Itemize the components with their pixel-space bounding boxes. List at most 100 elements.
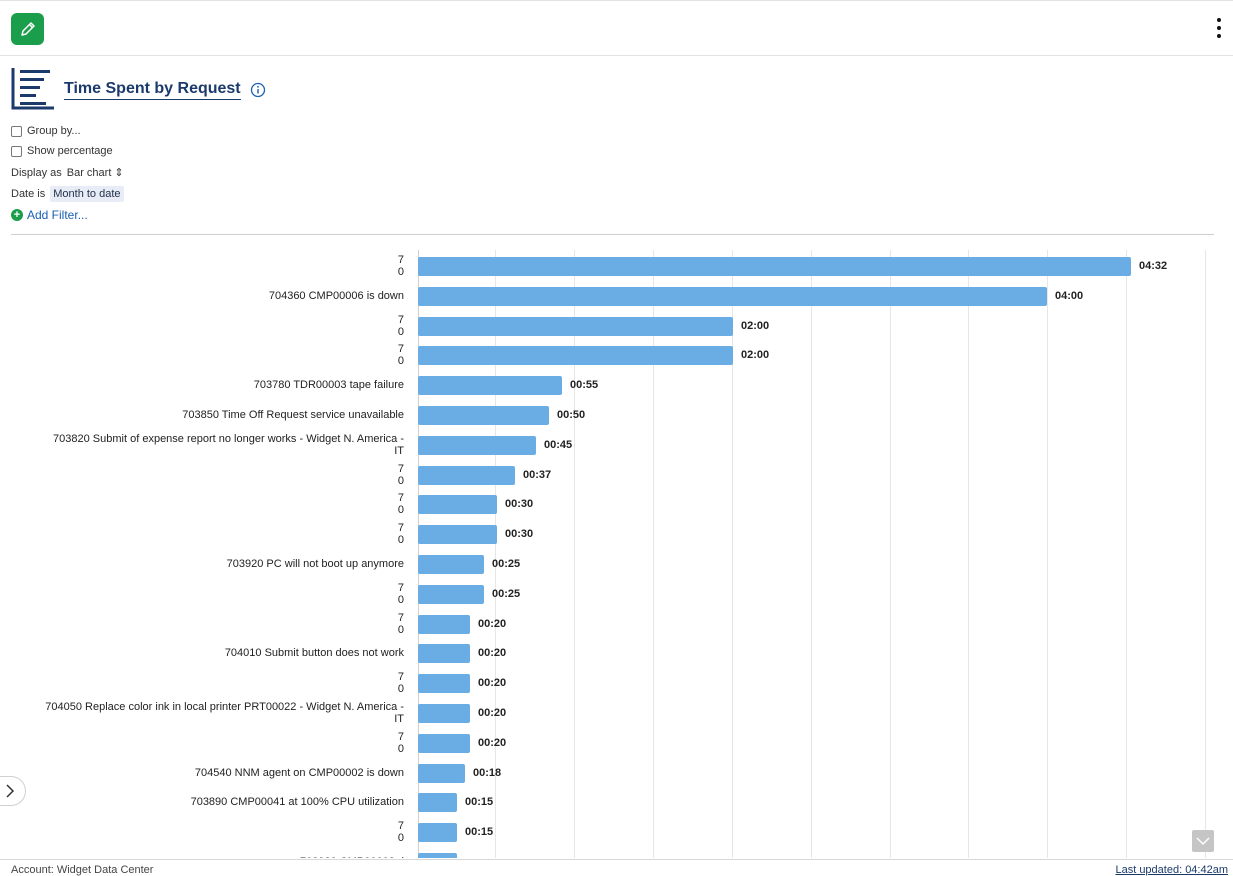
bar[interactable] [418,346,733,366]
bar-value-label: 02:00 [741,319,770,332]
bar-value-label: 00:45 [544,438,573,451]
show-percentage-label: Show percentage [27,145,113,157]
bar[interactable] [418,674,470,694]
group-by-label: Group by... [27,125,81,137]
bar[interactable] [418,257,1131,276]
bar-value-label: 00:25 [492,558,521,570]
bar-value-label: 00:25 [492,587,521,600]
bar-value-label: 00:20 [478,736,507,749]
bar-value-label: 00:37 [523,468,552,481]
bar-label-line: 0 [397,504,404,517]
add-filter-link[interactable]: + Add Filter... [11,208,88,222]
gridline [418,250,419,858]
bar-label-line: IT [394,713,404,725]
last-updated-link[interactable]: Last updated: 04:42am [1115,864,1228,876]
bar-chart: 7 0 04:32 704360 CMP00006 is down 04:00 7 0 02:… [0,236,1233,858]
bar-label: 703890 CMP00041 at 100% CPU utilization [191,796,404,808]
gridline [495,250,496,858]
scroll-down-button[interactable] [1192,830,1214,852]
date-filter-value[interactable]: Month to date [50,186,124,202]
bar-label-line: 0 [397,832,404,845]
bar[interactable] [418,465,515,485]
chevron-down-icon [1196,837,1210,846]
group-by-checkbox[interactable] [11,125,22,137]
edit-button[interactable] [11,13,44,45]
divider [11,234,1214,235]
bar-label: 703930 CMP00003 d [300,856,404,858]
bar-label-line: 7 [397,522,404,535]
bar[interactable] [418,495,497,515]
bar[interactable] [418,733,470,753]
bar-value-label: 00:20 [478,707,507,719]
bar[interactable] [418,406,549,425]
bar[interactable] [418,555,484,574]
show-percentage-checkbox[interactable] [11,145,22,157]
date-filter: Date is Month to date [11,186,124,202]
bar[interactable] [418,316,733,336]
gridline [1205,250,1206,858]
bar[interactable] [418,435,536,455]
bar-label-line: 7 [397,492,404,505]
gridline [732,250,733,858]
account-label: Account: Widget Data Center [11,864,154,876]
bar-value-label: 00:15 [465,826,494,839]
bar-label: 703920 PC will not boot up anymore [227,558,404,570]
bar-label-line: 7 [397,343,404,356]
gridline [890,250,891,858]
bar[interactable] [418,763,465,783]
report-title[interactable]: Time Spent by Request [64,79,241,100]
bar[interactable] [418,584,484,604]
display-as-select[interactable]: Bar chart ⇕ [66,167,124,179]
report-list-icon [11,68,54,110]
bar-label-line: 0 [397,266,404,278]
bar-value-label: 04:00 [1055,289,1084,302]
bar-label-line: 7 [397,671,404,684]
bar-value-label: 00:18 [473,766,502,779]
bar-label-line: 704540 NNM agent on CMP00002 is down [194,766,404,779]
bar[interactable] [418,853,457,858]
display-as-option: Display as Bar chart ⇕ [11,166,124,180]
bar-label: 704050 Replace color ink in local printe… [45,701,404,725]
info-icon[interactable] [250,82,266,98]
bar-value-label: 00:30 [505,528,534,541]
pencil-icon [20,22,35,36]
bar-label-line: 704010 Submit button does not work [224,647,404,660]
bar-label-line: 7 [397,581,404,594]
add-filter-label: Add Filter... [27,208,88,222]
more-options-button[interactable] [1213,18,1225,38]
bar[interactable] [418,704,470,723]
gridline [1126,250,1127,858]
gridline [811,250,812,858]
bar[interactable] [418,823,457,843]
bar-value-label: 00:50 [557,409,586,421]
bar-label-line: 703780 TDR00003 tape failure [253,379,404,392]
bar[interactable] [418,376,562,396]
top-toolbar [0,0,1233,56]
bar-label-line: 703930 CMP00003 d [300,856,404,858]
bar-label-line: 0 [397,534,404,547]
gridline [653,250,654,858]
bar-value-label: 00:20 [478,677,507,690]
bar-label-line: 7 [397,820,404,833]
gridline [968,250,969,858]
bar-label-line: 0 [397,355,404,368]
bar[interactable] [418,525,497,545]
bar-label-line: 0 [397,623,404,636]
bar[interactable] [418,614,470,634]
bar-label-line: 0 [397,593,404,606]
bar[interactable] [418,793,457,813]
bar[interactable] [418,286,1047,306]
bar-label-line: 704050 Replace color ink in local printe… [45,701,404,713]
group-by-option: Group by... [11,125,81,137]
bar[interactable] [418,644,470,664]
gridline [1047,250,1048,858]
bar-label-line: 7 [397,730,404,743]
expand-panel-button[interactable] [0,776,26,806]
